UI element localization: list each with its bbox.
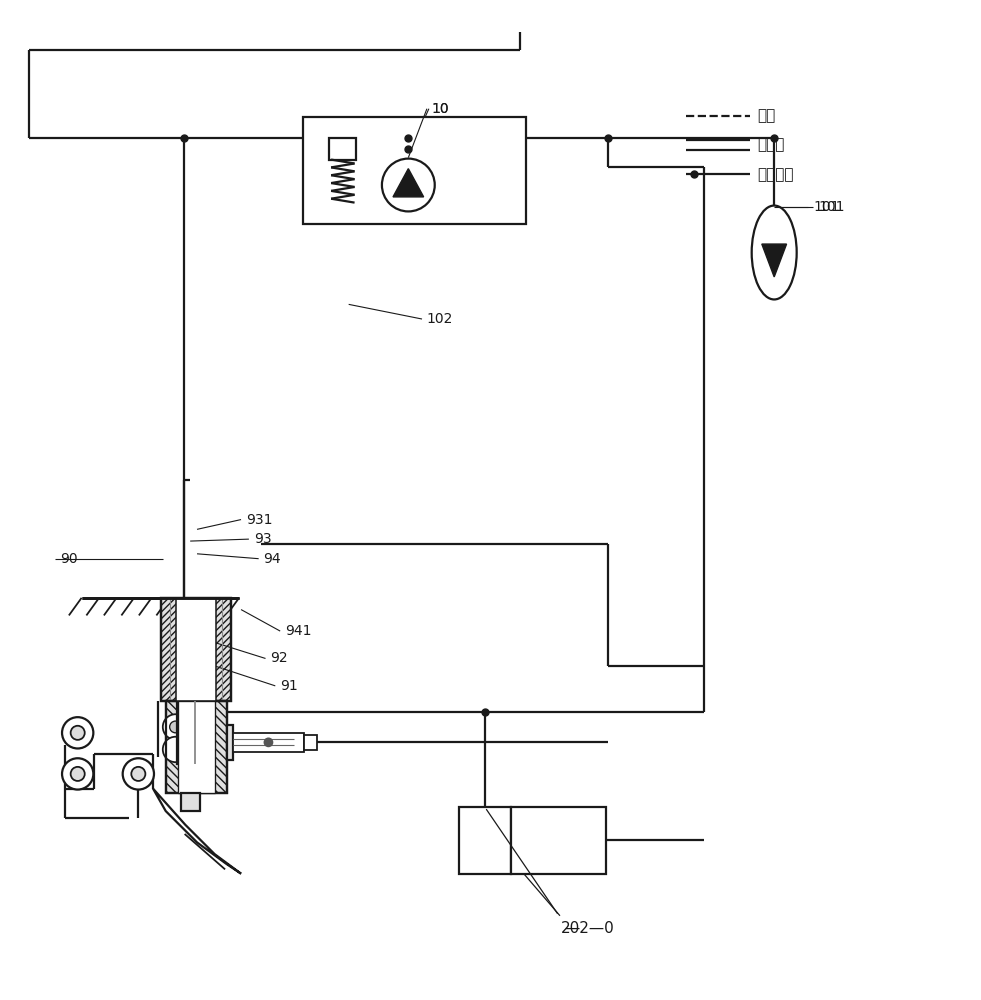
Circle shape xyxy=(163,737,188,762)
Bar xyxy=(177,701,212,764)
Bar xyxy=(303,117,526,224)
Text: 94: 94 xyxy=(264,552,282,566)
Circle shape xyxy=(264,737,274,747)
Circle shape xyxy=(163,714,188,740)
Text: 主管路: 主管路 xyxy=(757,137,785,152)
Polygon shape xyxy=(762,244,787,277)
Bar xyxy=(233,733,304,752)
Bar xyxy=(166,701,228,793)
Bar xyxy=(228,725,233,760)
Bar xyxy=(166,701,228,793)
Text: 两路相通: 两路相通 xyxy=(757,167,794,182)
Circle shape xyxy=(189,740,199,749)
Bar xyxy=(304,735,318,750)
Text: 93: 93 xyxy=(254,532,272,546)
Circle shape xyxy=(123,758,154,790)
Circle shape xyxy=(71,726,84,740)
Text: 102: 102 xyxy=(427,312,453,326)
Circle shape xyxy=(382,159,435,211)
Circle shape xyxy=(184,717,204,737)
Ellipse shape xyxy=(751,206,797,299)
Text: 101: 101 xyxy=(813,200,840,214)
Bar xyxy=(330,138,356,160)
Circle shape xyxy=(131,767,145,781)
Bar xyxy=(181,793,200,811)
Text: 941: 941 xyxy=(285,624,312,638)
Text: 931: 931 xyxy=(246,513,273,527)
Circle shape xyxy=(170,721,181,733)
Text: 92: 92 xyxy=(271,651,288,665)
Text: 90: 90 xyxy=(60,552,77,566)
Text: —2—0: —2—0 xyxy=(564,921,614,936)
Text: 91: 91 xyxy=(281,679,298,693)
Polygon shape xyxy=(393,169,424,197)
Bar xyxy=(177,598,216,701)
Text: 20: 20 xyxy=(561,921,580,936)
Text: 101: 101 xyxy=(818,200,845,214)
Circle shape xyxy=(62,758,93,790)
Text: 10: 10 xyxy=(432,102,449,116)
Bar xyxy=(510,807,606,874)
Circle shape xyxy=(71,767,84,781)
Bar xyxy=(459,807,510,874)
Polygon shape xyxy=(153,789,241,874)
Circle shape xyxy=(62,717,93,748)
Bar xyxy=(179,701,215,793)
Bar xyxy=(161,598,232,701)
Text: 10: 10 xyxy=(432,102,449,116)
Text: 控制: 控制 xyxy=(757,108,776,123)
Bar xyxy=(161,598,232,701)
